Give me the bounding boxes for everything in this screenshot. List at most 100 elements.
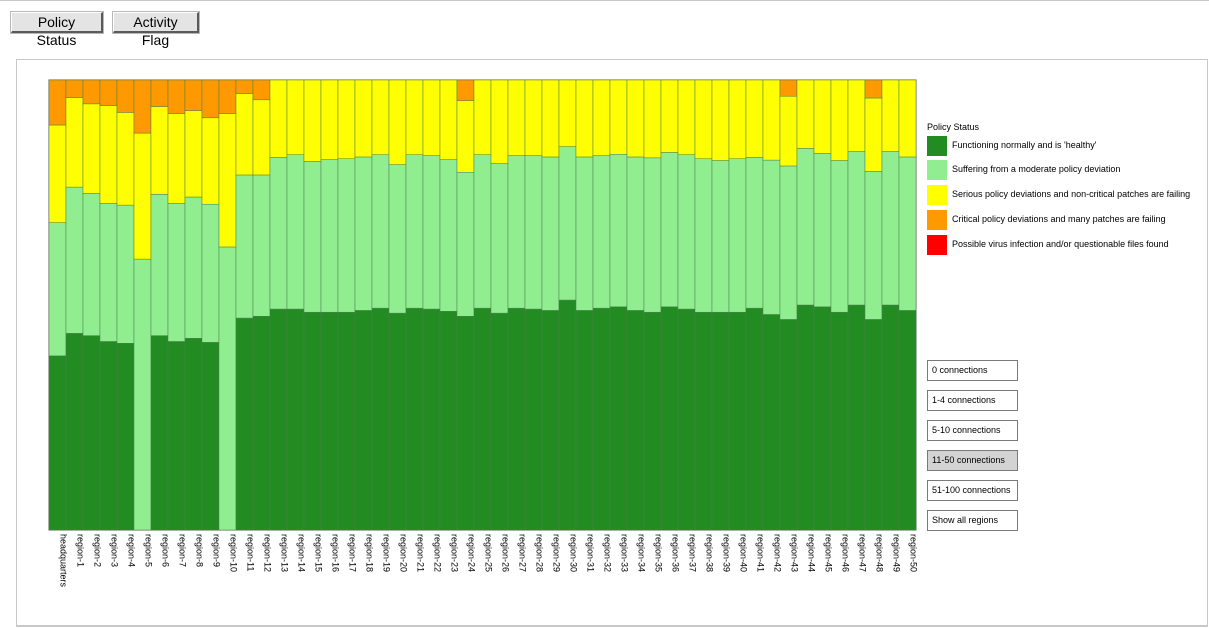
bar-region-6-series-1[interactable] — [150, 194, 169, 336]
bar-region-6-series-2[interactable] — [150, 106, 169, 195]
bar-region-25-series-1[interactable] — [473, 154, 492, 309]
bar-region-30-series-0[interactable] — [558, 299, 577, 531]
bar-region-45-series-1[interactable] — [813, 153, 832, 308]
bar-region-41-series-0[interactable] — [745, 307, 764, 531]
bar-region-16-series-0[interactable] — [320, 311, 339, 531]
bar-region-3-series-2[interactable] — [99, 105, 118, 204]
bar-region-43-series-3[interactable] — [779, 79, 798, 97]
bar-region-14-series-0[interactable] — [286, 308, 305, 531]
bar-region-4-series-2[interactable] — [116, 112, 135, 206]
bar-region-49-series-1[interactable] — [881, 151, 900, 306]
bar-region-5-series-2[interactable] — [133, 132, 152, 260]
bar-region-2-series-0[interactable] — [82, 335, 101, 531]
bar-region-49-series-0[interactable] — [881, 304, 900, 531]
bar-region-38-series-1[interactable] — [694, 158, 713, 313]
bar-region-36-series-0[interactable] — [660, 306, 679, 531]
bar-region-6-series-3[interactable] — [150, 79, 169, 107]
bar-region-8-series-3[interactable] — [184, 79, 203, 111]
bar-region-31-series-2[interactable] — [575, 79, 594, 158]
bar-region-9-series-0[interactable] — [201, 342, 220, 531]
bar-region-50-series-1[interactable] — [898, 156, 917, 311]
bar-region-16-series-1[interactable] — [320, 159, 339, 313]
bar-region-27-series-1[interactable] — [507, 155, 526, 309]
bar-region-12-series-3[interactable] — [252, 79, 271, 101]
bar-region-46-series-1[interactable] — [830, 160, 849, 313]
bar-region-9-series-3[interactable] — [201, 79, 220, 119]
bar-region-19-series-0[interactable] — [371, 307, 390, 531]
bar-region-8-series-0[interactable] — [184, 338, 203, 531]
bar-region-12-series-1[interactable] — [252, 174, 271, 317]
bar-region-40-series-1[interactable] — [728, 158, 747, 313]
bar-region-22-series-0[interactable] — [422, 308, 441, 531]
bar-region-33-series-1[interactable] — [609, 154, 628, 308]
bar-region-29-series-0[interactable] — [541, 310, 560, 531]
bar-region-11-series-2[interactable] — [235, 93, 254, 176]
bar-region-34-series-2[interactable] — [626, 79, 645, 158]
bar-region-36-series-1[interactable] — [660, 152, 679, 308]
show-all-regions-button[interactable]: Show all regions — [927, 510, 1018, 531]
bar-region-22-series-1[interactable] — [422, 155, 441, 310]
bar-region-39-series-1[interactable] — [711, 160, 730, 313]
bar-region-10-series-2[interactable] — [218, 113, 237, 248]
bar-region-20-series-0[interactable] — [388, 312, 407, 531]
bar-region-41-series-2[interactable] — [745, 79, 764, 158]
bar-region-27-series-2[interactable] — [507, 79, 526, 156]
bar-region-26-series-0[interactable] — [490, 312, 509, 531]
bar-region-5-series-1[interactable] — [133, 258, 152, 531]
activity-flag-button[interactable]: Activity Flag — [112, 11, 200, 48]
bar-region-38-series-0[interactable] — [694, 311, 713, 531]
bar-region-21-series-0[interactable] — [405, 307, 424, 531]
bar-region-1-series-2[interactable] — [65, 97, 84, 188]
bar-region-38-series-2[interactable] — [694, 79, 713, 159]
bar-region-18-series-2[interactable] — [354, 79, 373, 158]
bar-region-32-series-0[interactable] — [592, 307, 611, 531]
bar-headquarters-series-1[interactable] — [48, 222, 67, 357]
bar-region-12-series-2[interactable] — [252, 99, 271, 176]
bar-region-40-series-0[interactable] — [728, 311, 747, 531]
bar-region-28-series-1[interactable] — [524, 155, 543, 310]
bar-region-11-series-1[interactable] — [235, 174, 254, 319]
bar-region-44-series-2[interactable] — [796, 79, 815, 149]
bar-region-50-series-2[interactable] — [898, 79, 917, 158]
bar-region-26-series-1[interactable] — [490, 163, 509, 314]
bar-region-26-series-2[interactable] — [490, 79, 509, 164]
bar-region-23-series-2[interactable] — [439, 79, 458, 160]
bar-region-37-series-1[interactable] — [677, 154, 696, 310]
bar-region-39-series-2[interactable] — [711, 79, 730, 161]
bar-region-10-series-3[interactable] — [218, 79, 237, 114]
bar-region-34-series-1[interactable] — [626, 156, 645, 311]
bar-region-48-series-0[interactable] — [864, 319, 883, 531]
bar-region-45-series-2[interactable] — [813, 79, 832, 154]
bar-region-42-series-2[interactable] — [762, 79, 781, 161]
bar-region-4-series-3[interactable] — [116, 79, 135, 113]
bar-region-7-series-3[interactable] — [167, 79, 186, 114]
bar-region-28-series-2[interactable] — [524, 79, 543, 156]
bar-region-21-series-1[interactable] — [405, 154, 424, 309]
bar-region-17-series-2[interactable] — [337, 79, 356, 159]
bar-region-10-series-1[interactable] — [218, 246, 237, 531]
filter-1-4-connections[interactable]: 1-4 connections — [927, 390, 1018, 411]
bar-headquarters-series-3[interactable] — [48, 79, 67, 126]
bar-region-35-series-0[interactable] — [643, 311, 662, 531]
bar-region-5-series-3[interactable] — [133, 79, 152, 134]
filter-11-50-connections[interactable]: 11-50 connections — [927, 450, 1018, 471]
bar-region-22-series-2[interactable] — [422, 79, 441, 156]
bar-region-3-series-3[interactable] — [99, 79, 118, 106]
bar-region-15-series-0[interactable] — [303, 311, 322, 531]
bar-region-37-series-2[interactable] — [677, 79, 696, 155]
bar-region-35-series-1[interactable] — [643, 157, 662, 313]
policy-status-button[interactable]: Policy Status — [10, 11, 104, 48]
bar-region-3-series-0[interactable] — [99, 341, 118, 531]
bar-region-50-series-0[interactable] — [898, 310, 917, 531]
bar-region-21-series-2[interactable] — [405, 79, 424, 155]
bar-region-28-series-0[interactable] — [524, 308, 543, 531]
bar-region-17-series-1[interactable] — [337, 158, 356, 313]
bar-region-43-series-1[interactable] — [779, 165, 798, 320]
bar-region-41-series-1[interactable] — [745, 157, 764, 309]
bar-region-46-series-2[interactable] — [830, 79, 849, 161]
bar-region-42-series-0[interactable] — [762, 314, 781, 531]
bar-region-23-series-1[interactable] — [439, 159, 458, 312]
bar-region-8-series-2[interactable] — [184, 110, 203, 198]
bar-region-42-series-1[interactable] — [762, 159, 781, 315]
bar-region-20-series-1[interactable] — [388, 164, 407, 314]
